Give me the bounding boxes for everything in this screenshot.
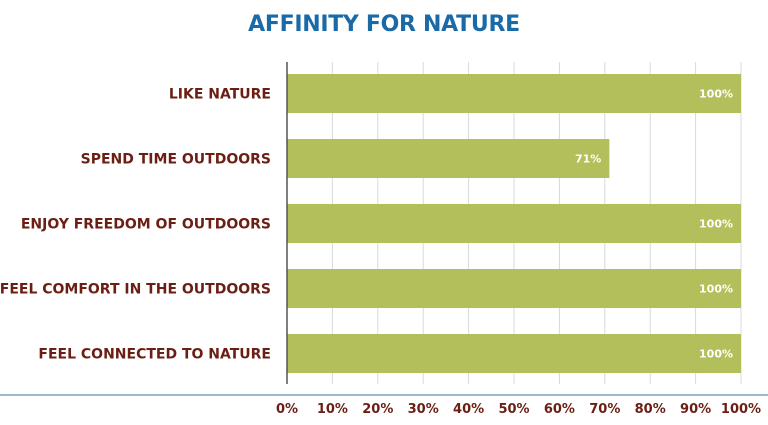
x-axis-ticks: 0% 10% 20% 30% 40% 50% 60% 70% 80% 90% 100% [276, 402, 761, 417]
data-label: 100% [699, 88, 733, 101]
category-label: FEEL CONNECTED TO NATURE [38, 347, 271, 363]
bar [287, 139, 610, 178]
x-tick-label: 70% [589, 402, 620, 417]
data-label: 100% [699, 348, 733, 361]
category-label: SPEND TIME OUTDOORS [81, 152, 271, 168]
category-labels: LIKE NATURE SPEND TIME OUTDOORS ENJOY FREE… [0, 87, 271, 363]
x-tick-label: 10% [317, 402, 348, 417]
x-tick-label: 60% [544, 402, 575, 417]
x-tick-label: 80% [635, 402, 666, 417]
x-tick-label: 0% [276, 402, 298, 417]
category-label: FEEL COMFORT IN THE OUTDOORS [0, 282, 271, 298]
bars [287, 74, 741, 373]
bar [287, 74, 741, 113]
x-tick-label: 100% [721, 402, 761, 417]
x-tick-label: 40% [453, 402, 484, 417]
x-tick-label: 90% [680, 402, 711, 417]
bar [287, 269, 741, 308]
chart-title: AFFINITY FOR NATURE [248, 12, 520, 37]
data-label: 71% [575, 153, 601, 166]
data-label: 100% [699, 218, 733, 231]
bar [287, 334, 741, 373]
x-tick-label: 20% [362, 402, 393, 417]
data-label: 100% [699, 283, 733, 296]
bar [287, 204, 741, 243]
category-label: LIKE NATURE [169, 87, 271, 103]
x-tick-label: 50% [498, 402, 529, 417]
category-label: ENJOY FREEDOM OF OUTDOORS [21, 217, 271, 233]
x-tick-label: 30% [408, 402, 439, 417]
data-labels: 100% 71% 100% 100% 100% [575, 88, 733, 361]
